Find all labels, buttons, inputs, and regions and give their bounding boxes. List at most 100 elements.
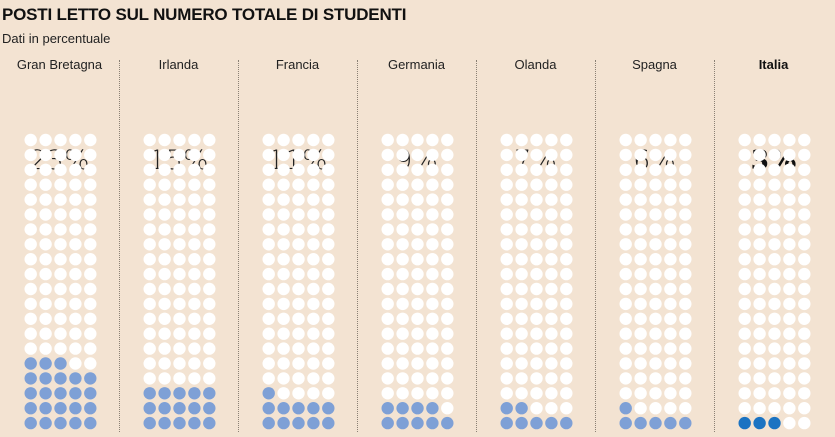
dot-empty xyxy=(738,297,751,311)
dot-empty xyxy=(441,297,454,311)
dot-empty xyxy=(738,238,751,251)
dot-empty xyxy=(798,178,811,191)
dot-empty xyxy=(381,327,394,340)
dot-empty xyxy=(649,223,662,236)
dot-empty xyxy=(798,327,811,340)
dot-empty xyxy=(84,253,97,266)
dot-empty xyxy=(738,253,751,266)
dot-empty xyxy=(173,133,186,147)
dot-empty xyxy=(24,208,37,221)
dot-empty xyxy=(39,327,52,340)
dot-empty xyxy=(322,372,335,385)
dot-filled xyxy=(24,357,37,370)
dot-empty xyxy=(262,297,275,311)
dot-empty xyxy=(84,312,97,325)
dot-empty xyxy=(634,327,647,340)
dot-empty xyxy=(753,402,766,415)
dot-empty xyxy=(173,193,186,206)
dot-filled xyxy=(143,387,156,400)
dot-empty xyxy=(619,193,632,206)
dot-filled xyxy=(158,416,171,430)
dot-empty xyxy=(411,327,424,340)
dot-empty xyxy=(753,357,766,370)
dot-empty xyxy=(664,163,677,176)
dot-empty xyxy=(441,357,454,370)
dot-empty xyxy=(530,253,543,266)
dot-empty xyxy=(322,253,335,266)
dot-filled xyxy=(54,416,67,430)
dot-empty xyxy=(188,312,201,325)
dot-empty xyxy=(262,208,275,221)
dot-empty xyxy=(158,282,171,296)
dot-filled xyxy=(664,416,677,430)
dot-empty xyxy=(664,342,677,355)
dot-empty xyxy=(54,148,67,162)
dot-empty xyxy=(545,133,558,147)
dot-empty xyxy=(173,148,186,162)
dot-filled xyxy=(530,416,543,430)
dot-empty xyxy=(530,178,543,191)
dot-empty xyxy=(441,342,454,355)
dot-empty xyxy=(634,178,647,191)
dot-empty xyxy=(69,253,82,266)
dot-empty xyxy=(441,372,454,385)
dot-empty xyxy=(619,148,632,162)
dot-filled xyxy=(84,387,97,400)
dot-empty xyxy=(783,223,796,236)
dot-empty xyxy=(545,282,558,296)
dot-empty xyxy=(84,267,97,281)
dot-empty xyxy=(143,148,156,162)
dot-empty xyxy=(411,238,424,251)
dot-empty xyxy=(738,223,751,236)
dot-filled xyxy=(426,416,439,430)
dot-empty xyxy=(292,253,305,266)
dot-empty xyxy=(396,178,409,191)
dot-empty xyxy=(396,297,409,311)
dot-empty xyxy=(619,327,632,340)
dot-empty xyxy=(54,327,67,340)
dot-empty xyxy=(262,238,275,251)
category-label: Italia xyxy=(758,57,789,72)
dot-filled xyxy=(307,416,320,430)
dot-empty xyxy=(39,267,52,281)
dot-empty xyxy=(768,402,781,415)
dot-empty xyxy=(530,193,543,206)
dot-empty xyxy=(560,223,573,236)
dot-empty xyxy=(39,223,52,236)
dot-empty xyxy=(262,357,275,370)
dot-empty xyxy=(560,238,573,251)
dot-empty xyxy=(69,238,82,251)
dot-empty xyxy=(411,312,424,325)
dot-empty xyxy=(396,387,409,400)
chart-title: POSTI LETTO SUL NUMERO TOTALE DI STUDENT… xyxy=(2,5,407,24)
dot-filled xyxy=(39,402,52,415)
dot-empty xyxy=(426,297,439,311)
dot-empty xyxy=(322,297,335,311)
dot-empty xyxy=(396,133,409,147)
dot-empty xyxy=(619,253,632,266)
dot-empty xyxy=(426,312,439,325)
dot-empty xyxy=(381,178,394,191)
dot-empty xyxy=(649,253,662,266)
dot-empty xyxy=(441,208,454,221)
dot-empty xyxy=(158,327,171,340)
dot-empty xyxy=(634,148,647,162)
dot-empty xyxy=(322,387,335,400)
dot-empty xyxy=(530,148,543,162)
dot-empty xyxy=(679,148,692,162)
dot-empty xyxy=(515,312,528,325)
dot-empty xyxy=(768,282,781,296)
dot-empty xyxy=(664,297,677,311)
dot-empty xyxy=(768,342,781,355)
dot-empty xyxy=(292,133,305,147)
dot-empty xyxy=(381,342,394,355)
dot-empty xyxy=(69,223,82,236)
dot-empty xyxy=(262,342,275,355)
dot-empty xyxy=(69,312,82,325)
dot-empty xyxy=(39,163,52,176)
dot-filled xyxy=(292,402,305,415)
dot-empty xyxy=(634,372,647,385)
dot-filled xyxy=(173,387,186,400)
column-separator xyxy=(119,60,120,432)
dot-filled xyxy=(411,416,424,430)
